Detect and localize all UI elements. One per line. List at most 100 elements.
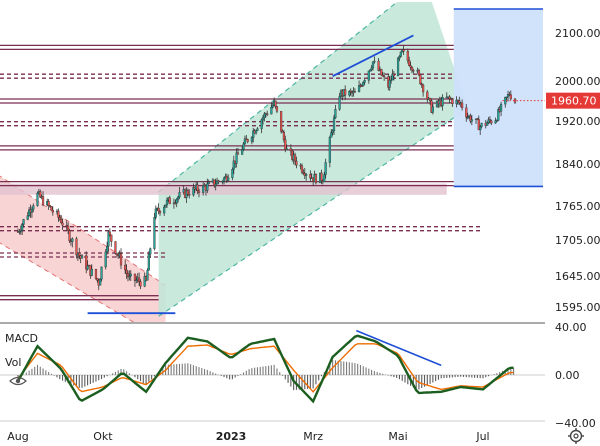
macd-y-tick-label: 40.00 xyxy=(555,321,587,334)
descending-channel-upper xyxy=(0,175,166,286)
candle-body xyxy=(299,164,302,167)
candle-body xyxy=(477,119,480,131)
macd-line xyxy=(16,334,514,404)
candle-body xyxy=(441,97,444,106)
axes: 2100.00 2000.00 1920.00 1840.00 1765.00 1705.… xyxy=(0,27,600,443)
y-tick-label: 1705.00 xyxy=(555,234,600,247)
candle-body xyxy=(168,197,171,205)
candles xyxy=(16,45,517,291)
vol-legend-label: Vol xyxy=(5,356,21,369)
candle-body xyxy=(338,96,341,110)
candle-body xyxy=(188,194,191,196)
candle-body xyxy=(469,115,472,122)
candle-body xyxy=(242,143,245,150)
candle-body xyxy=(487,119,490,124)
candle-body xyxy=(68,230,71,242)
candle-body xyxy=(18,231,21,233)
candle-body xyxy=(78,252,81,256)
last-price-tag-bg xyxy=(546,92,600,109)
candle-body xyxy=(164,204,167,208)
candle-body xyxy=(138,277,141,282)
candle-body xyxy=(235,152,238,164)
candle-body xyxy=(419,74,422,85)
candle-body xyxy=(71,238,74,242)
candle-body xyxy=(383,75,386,78)
signal-line xyxy=(17,343,514,393)
candle-body xyxy=(243,138,247,145)
candle-body xyxy=(284,139,287,151)
candle-body xyxy=(256,128,259,131)
candle-body xyxy=(495,120,499,122)
candle-body xyxy=(334,109,337,119)
resistance-band-zone xyxy=(0,183,447,195)
candle-body xyxy=(420,83,423,86)
candle-body xyxy=(373,60,376,63)
candle-body xyxy=(323,174,326,183)
candle-body xyxy=(504,97,507,105)
candle-body xyxy=(147,253,150,271)
candle-body xyxy=(47,201,50,206)
candle-body xyxy=(328,137,331,163)
candle-body xyxy=(32,205,35,210)
candle-body xyxy=(75,238,78,256)
candle-body xyxy=(99,278,102,286)
candle-body xyxy=(252,130,255,138)
ascending-channel-lower xyxy=(158,108,469,317)
candle-body xyxy=(431,106,434,113)
candle-body xyxy=(320,172,323,181)
candle-body xyxy=(163,206,166,214)
last-price-tag: 1960.70 xyxy=(546,92,600,109)
x-tick-label: 2023 xyxy=(216,430,247,443)
candle-body xyxy=(410,66,414,71)
settings-gear-icon[interactable] xyxy=(568,428,584,444)
candle-body xyxy=(146,270,149,281)
candle-body xyxy=(460,102,464,109)
candle-body xyxy=(154,208,157,218)
candle-body xyxy=(39,191,42,198)
candle-body xyxy=(399,51,402,57)
candle-body xyxy=(398,56,401,59)
price-pane[interactable] xyxy=(0,0,545,341)
candle-body xyxy=(85,255,88,270)
candle-body xyxy=(80,255,84,259)
candle-body xyxy=(300,165,304,173)
candle-body xyxy=(65,224,68,227)
candle-body xyxy=(236,152,240,155)
candle-body xyxy=(408,60,411,66)
candle-body xyxy=(271,104,274,108)
x-tick-label: Jul xyxy=(475,430,489,443)
candle-body xyxy=(165,199,169,206)
candle-body xyxy=(90,268,93,276)
candle-body xyxy=(246,139,249,142)
candle-body xyxy=(363,80,366,83)
macd-pane[interactable] xyxy=(0,329,545,404)
candle-body xyxy=(214,183,217,186)
candle-body xyxy=(50,206,53,211)
candle-body xyxy=(505,96,508,99)
candle-body xyxy=(149,248,152,255)
x-tick-label: Okt xyxy=(93,430,113,443)
candle-body xyxy=(488,119,492,122)
candle-body xyxy=(67,225,70,231)
candle-body xyxy=(227,177,230,181)
candle-body xyxy=(332,117,336,132)
candle-body xyxy=(295,160,298,166)
candle-body xyxy=(409,65,412,68)
candle-body xyxy=(509,94,512,100)
candle-body xyxy=(22,219,25,225)
candle-body xyxy=(28,209,31,216)
target-box-zone xyxy=(453,9,543,187)
candle-body xyxy=(196,184,199,192)
eye-icon[interactable] xyxy=(9,376,27,386)
candle-body xyxy=(280,110,283,132)
candle-body xyxy=(232,160,235,170)
candle-body xyxy=(353,91,357,93)
candle-body xyxy=(202,184,205,193)
candle-body xyxy=(344,89,347,96)
candle-body xyxy=(497,109,500,121)
candle-body xyxy=(274,100,277,107)
candle-body xyxy=(19,230,22,232)
candle-body xyxy=(293,154,297,162)
resistance-trendline xyxy=(332,34,414,78)
candle-body xyxy=(490,120,493,124)
